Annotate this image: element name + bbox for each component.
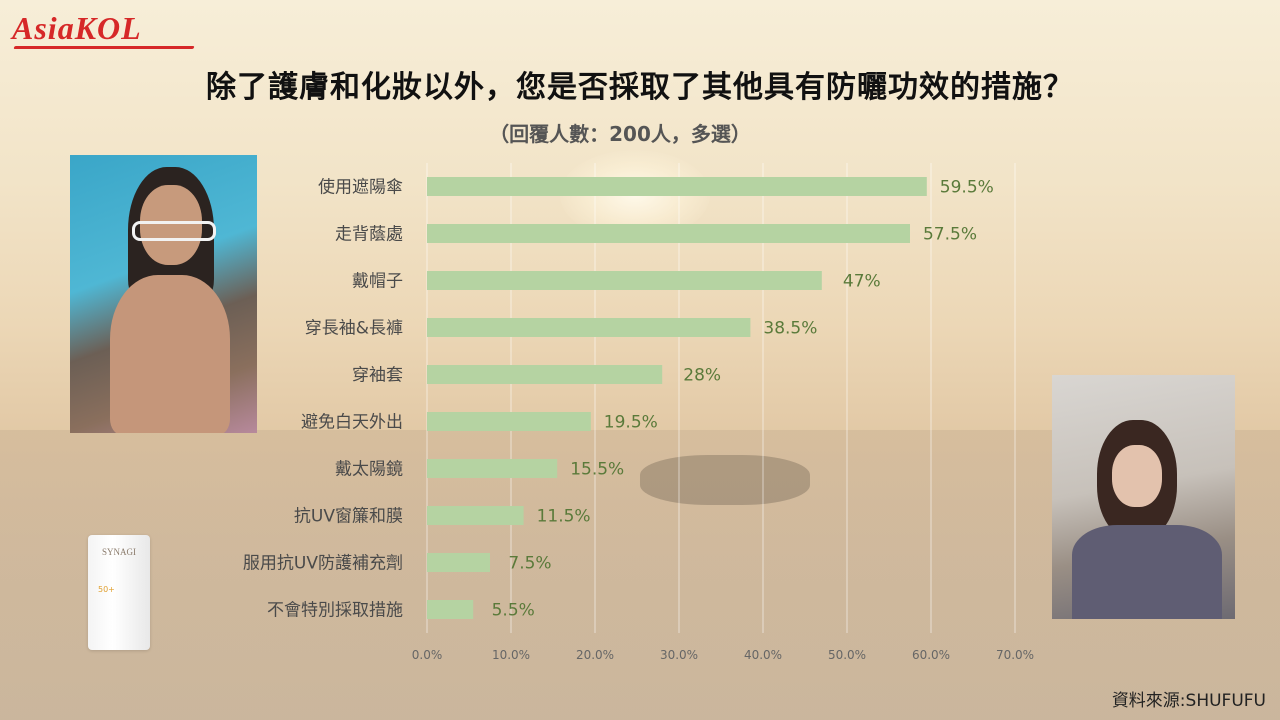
category-label: 使用遮陽傘: [318, 177, 403, 198]
photo-sunglasses: [132, 221, 216, 241]
data-label: 19.5%: [604, 413, 658, 433]
woman-applying-sunscreen-photo: [70, 155, 257, 433]
x-tick-label: 0.0%: [412, 648, 443, 662]
bar: [427, 177, 927, 196]
bar: [427, 600, 474, 619]
bar: [427, 365, 663, 384]
x-tick-label: 20.0%: [576, 648, 614, 662]
category-label: 穿袖套: [352, 366, 403, 386]
bottle-brand: SYNAGI: [101, 547, 136, 557]
bottle-spf: 50+: [98, 585, 115, 594]
data-label: 5.5%: [492, 601, 535, 621]
category-label: 抗UV窗簾和膜: [294, 507, 403, 527]
photo-face: [1112, 445, 1162, 507]
category-labels: 使用遮陽傘走背蔭處戴帽子穿長袖&長褲穿袖套避免白天外出戴太陽鏡抗UV窗簾和膜服用…: [243, 177, 403, 621]
bar: [427, 271, 822, 290]
photo-body: [110, 275, 230, 433]
data-label: 28%: [683, 366, 721, 386]
x-tick-label: 70.0%: [996, 648, 1034, 662]
bar: [427, 412, 591, 431]
data-label: 7.5%: [508, 554, 551, 574]
photo-face: [140, 185, 202, 265]
bar: [427, 553, 490, 572]
value-labels: 59.5% 57.5% 47% 38.5% 28% 19.5% 15.5% 11.5% 7.5%…: [492, 178, 994, 621]
x-axis-ticks: 0.0% 10.0% 20.0% 30.0% 40.0% 50.0% 60.0% 70.0%: [412, 648, 1034, 662]
bar: [427, 318, 751, 337]
category-label: 不會特別採取措施: [267, 601, 403, 621]
category-label: 服用抗UV防護補充劑: [243, 554, 403, 574]
data-label: 15.5%: [570, 460, 624, 480]
photo-jacket: [1072, 525, 1222, 619]
category-label: 戴太陽鏡: [335, 460, 403, 480]
chart-subtitle: （回覆人數：200人，多選）: [489, 122, 751, 146]
bar: [427, 459, 558, 478]
bars: [427, 177, 927, 619]
x-tick-label: 60.0%: [912, 648, 950, 662]
bar: [427, 224, 910, 243]
category-label: 走背蔭處: [335, 225, 403, 245]
data-label: 11.5%: [537, 507, 591, 527]
x-tick-label: 30.0%: [660, 648, 698, 662]
source-note: 資料來源:SHUFUFU: [1111, 691, 1266, 711]
category-label: 穿長袖&長褲: [305, 319, 403, 339]
sunscreen-bottle-image: SYNAGI 50+: [88, 535, 150, 650]
data-label: 47%: [843, 272, 881, 292]
chart-title: 除了護膚和化妝以外，您是否採取了其他具有防曬功效的措施？: [206, 70, 1074, 105]
asiakol-logo: AsiaKOL: [12, 10, 142, 46]
data-label: 57.5%: [923, 225, 977, 245]
woman-with-umbrella-photo: [1052, 375, 1235, 619]
x-tick-label: 40.0%: [744, 648, 782, 662]
data-label: 38.5%: [763, 319, 817, 339]
category-label: 避免白天外出: [301, 413, 403, 433]
sunglasses-decoration: [640, 455, 810, 505]
x-tick-label: 10.0%: [492, 648, 530, 662]
category-label: 戴帽子: [352, 272, 403, 292]
data-label: 59.5%: [940, 178, 994, 198]
bar: [427, 506, 524, 525]
x-tick-label: 50.0%: [828, 648, 866, 662]
